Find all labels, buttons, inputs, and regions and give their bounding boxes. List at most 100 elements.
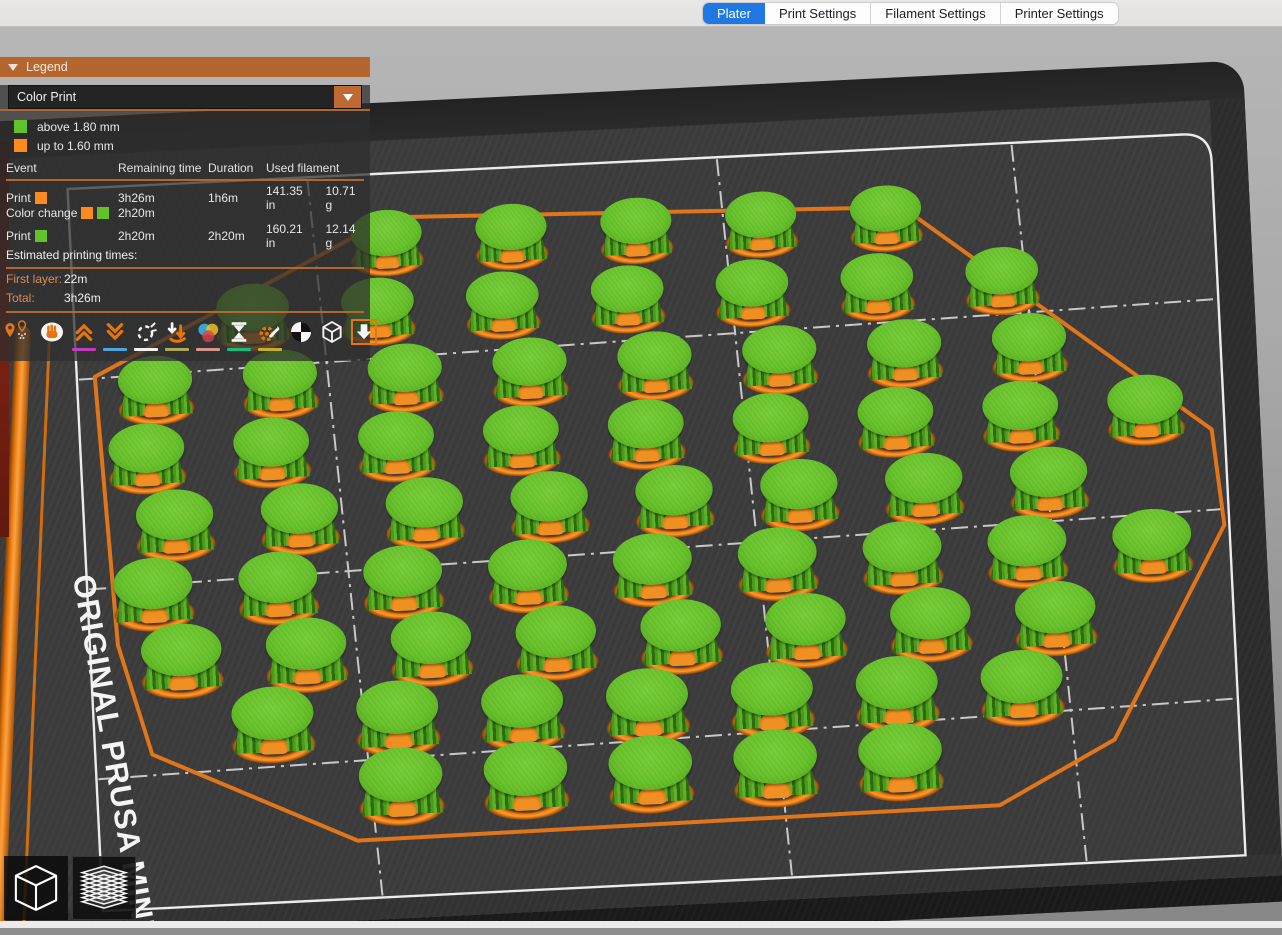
feature-underline [72,348,96,351]
divider [0,109,370,111]
deretractions-icon[interactable] [103,319,127,351]
legend-header[interactable]: Legend [0,57,370,77]
color-swatch [14,120,27,133]
pause-prints-icon[interactable] [227,319,251,351]
printed-knob [707,257,798,334]
travel-pins-icon[interactable] [2,319,32,351]
legend-item: above 1.80 mm [0,117,370,136]
feature-underline [103,348,127,351]
wipe-hand-icon[interactable] [39,319,65,351]
travels-icon[interactable] [351,319,377,351]
legend-title: Legend [26,60,68,74]
view-mode-dropdown[interactable]: Color Print [8,85,362,109]
legend-item: up to 1.60 mm [0,136,370,155]
seams-icon [135,319,157,345]
printed-knob [849,721,953,809]
col-event: Event [6,161,37,175]
travels-icon [351,319,377,345]
duration: 1h6m [208,191,239,205]
gcode-preview-canvas[interactable]: ORIGINAL PRUSA MINI Legend Color Print a… [0,27,1282,928]
used-length: 160.21 in [266,222,303,250]
printed-knob [599,733,704,821]
estimated-time-row: First layer: 22m [0,269,370,288]
color-swatch [34,230,47,242]
center-of-gravity-icon[interactable] [289,319,313,351]
printed-knob [1098,372,1194,452]
printed-knob [971,647,1074,735]
event-name: Color change [6,205,78,220]
estimated-time-row: Total: 3h26m [0,288,370,307]
center-of-gravity-icon [289,319,313,345]
cube-3d-icon [14,865,58,911]
color-swatch [34,192,47,204]
printed-knob [467,202,556,277]
retractions-icon[interactable] [72,319,96,351]
collapse-triangle-icon [8,63,18,71]
legend-panel: Legend Color Print above 1.80 mm up to 1.… [0,57,377,361]
tab-printer-settings[interactable]: Printer Settings [1000,3,1118,24]
shells-icon [320,319,344,345]
events-table-header: Event Remaining time Duration Used filam… [6,159,364,177]
color-swatch [14,139,27,152]
feature-underline [196,348,220,351]
feature-underline [352,348,376,351]
layers-stack-icon [81,865,127,909]
remaining-time: 3h26m [118,191,155,205]
legend-item-label: up to 1.60 mm [37,138,114,153]
pause-prints-icon [229,319,249,345]
time-value: 22m [64,271,88,286]
view-switch-buttons [4,856,136,920]
feature-underline [40,348,64,351]
shells-icon[interactable] [320,319,344,351]
tab-print-settings[interactable]: Print Settings [764,3,872,24]
custom-gcodes-icon[interactable] [258,319,282,351]
divider [6,311,364,313]
tool-changes-icon[interactable] [165,319,189,351]
used-weight: 12.14 g [325,222,356,250]
col-used-filament: Used filament [266,161,340,175]
divider [6,179,364,181]
print-bed: ORIGINAL PRUSA MINI [0,60,1282,928]
time-label: First layer: [6,271,63,286]
event-row: Print 2h20m 2h20m 160.21 in 12.14 g [6,222,364,250]
event-name: Print [6,191,31,205]
bottom-status-strip [0,921,1282,928]
feature-underline [5,348,29,351]
printed-knob [457,269,549,346]
used-length: 141.35 in [266,184,303,212]
printed-knob [132,621,233,706]
remaining-time: 2h20m [118,229,155,243]
settings-tabs: Plater Print Settings Filament Settings Pri… [703,3,1118,24]
tool-changes-icon [166,319,188,345]
printable-area-outline [66,133,1247,913]
printed-knob [349,745,454,833]
deretractions-icon [104,319,126,345]
preview-layers-view-button[interactable] [72,856,136,920]
feature-underline [165,348,189,351]
color-changes-icon[interactable] [196,319,220,351]
printed-knob [1103,507,1202,590]
remaining-time: 2h20m [118,205,155,220]
legend-item-label: above 1.80 mm [37,119,120,134]
time-label: Total: [6,290,35,305]
estimated-times-title: Estimated printing times: [6,248,138,262]
tab-filament-settings[interactable]: Filament Settings [871,3,1001,24]
events-table: Event Remaining time Duration Used filam… [0,155,370,250]
tab-plater[interactable]: Plater [703,3,765,24]
retractions-icon [73,319,95,345]
printed-knob [717,189,806,265]
3d-editor-view-button[interactable] [4,856,68,920]
dropdown-button[interactable] [334,86,361,108]
wipe-hand-icon [39,319,65,345]
printed-knob [957,245,1048,322]
event-row: Color change 2h20m [6,203,364,222]
printed-knob [222,684,325,771]
used-weight: 10.71 g [325,184,356,212]
color-swatch [97,206,110,219]
printed-knob [474,739,579,827]
legend-body: Color Print above 1.80 mm up to 1.60 mm E… [0,85,377,361]
feature-underline [134,348,158,351]
printed-knob [592,195,681,271]
time-value: 3h26m [64,290,101,305]
seams-icon[interactable] [134,319,158,351]
